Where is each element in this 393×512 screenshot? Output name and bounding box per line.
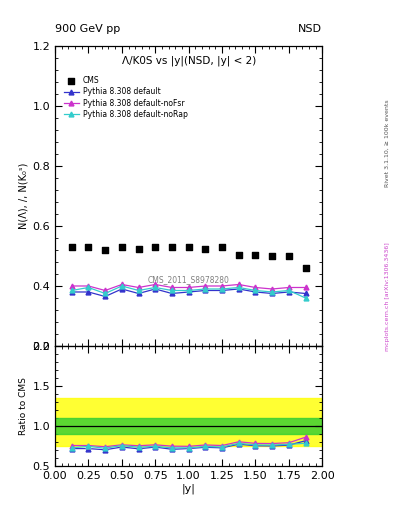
Pythia 8.308 default-noFsr <box>220 283 224 289</box>
Pythia 8.308 default <box>220 287 224 293</box>
Pythia 8.308 default-noRap <box>286 287 291 293</box>
Pythia 8.308 default <box>103 293 108 300</box>
Pythia 8.308 default-noRap <box>136 287 141 293</box>
Pythia 8.308 default-noRap <box>153 285 158 291</box>
Pythia 8.308 default-noRap <box>270 289 274 295</box>
Y-axis label: N(Λ), /, N(K₀ˢ): N(Λ), /, N(K₀ˢ) <box>18 163 28 229</box>
Pythia 8.308 default <box>153 286 158 292</box>
X-axis label: |y|: |y| <box>182 483 196 494</box>
CMS <box>85 243 92 251</box>
Text: NSD: NSD <box>298 24 322 34</box>
Pythia 8.308 default-noRap <box>303 295 308 301</box>
Pythia 8.308 default-noFsr <box>286 285 291 291</box>
CMS <box>286 252 292 260</box>
Bar <box>55 398 322 446</box>
Text: Rivet 3.1.10, ≥ 100k events: Rivet 3.1.10, ≥ 100k events <box>385 99 389 187</box>
Pythia 8.308 default <box>303 290 308 296</box>
CMS <box>102 246 108 254</box>
Pythia 8.308 default-noFsr <box>119 282 124 288</box>
Pythia 8.308 default-noRap <box>103 290 108 296</box>
Text: CMS_2011_S8978280: CMS_2011_S8978280 <box>148 275 230 285</box>
CMS <box>169 243 175 251</box>
Pythia 8.308 default-noFsr <box>153 282 158 288</box>
Pythia 8.308 default-noFsr <box>103 287 108 293</box>
CMS <box>252 250 259 259</box>
CMS <box>185 243 192 251</box>
Pythia 8.308 default-noFsr <box>69 283 74 289</box>
Pythia 8.308 default <box>69 289 74 295</box>
Pythia 8.308 default-noRap <box>86 285 91 291</box>
Pythia 8.308 default <box>253 289 258 295</box>
CMS <box>68 243 75 251</box>
Pythia 8.308 default <box>203 287 208 293</box>
Pythia 8.308 default-noRap <box>220 286 224 292</box>
Pythia 8.308 default-noRap <box>203 286 208 292</box>
Bar <box>55 418 322 434</box>
Pythia 8.308 default-noFsr <box>86 283 91 289</box>
Pythia 8.308 default-noFsr <box>253 285 258 291</box>
Text: 900 GeV pp: 900 GeV pp <box>55 24 120 34</box>
Pythia 8.308 default-noFsr <box>203 283 208 289</box>
Pythia 8.308 default <box>270 290 274 296</box>
CMS <box>236 250 242 259</box>
CMS <box>269 252 275 260</box>
Legend: CMS, Pythia 8.308 default, Pythia 8.308 default-noFsr, Pythia 8.308 default-noRa: CMS, Pythia 8.308 default, Pythia 8.308 … <box>62 74 190 121</box>
Text: mcplots.cern.ch [arXiv:1306.3436]: mcplots.cern.ch [arXiv:1306.3436] <box>385 243 389 351</box>
CMS <box>119 243 125 251</box>
Pythia 8.308 default-noFsr <box>303 285 308 291</box>
Line: Pythia 8.308 default: Pythia 8.308 default <box>69 287 308 299</box>
CMS <box>202 244 209 252</box>
Pythia 8.308 default-noFsr <box>136 285 141 291</box>
CMS <box>219 243 225 251</box>
Pythia 8.308 default-noFsr <box>237 282 241 288</box>
Pythia 8.308 default <box>186 289 191 295</box>
Pythia 8.308 default-noRap <box>237 285 241 291</box>
Pythia 8.308 default-noFsr <box>186 285 191 291</box>
Pythia 8.308 default-noRap <box>119 283 124 289</box>
CMS <box>303 264 309 272</box>
Pythia 8.308 default-noFsr <box>170 285 174 291</box>
Line: Pythia 8.308 default-noFsr: Pythia 8.308 default-noFsr <box>69 282 308 293</box>
Pythia 8.308 default-noRap <box>253 287 258 293</box>
Pythia 8.308 default <box>237 286 241 292</box>
Pythia 8.308 default-noRap <box>186 287 191 293</box>
Pythia 8.308 default <box>86 289 91 295</box>
Line: Pythia 8.308 default-noRap: Pythia 8.308 default-noRap <box>69 284 308 301</box>
Pythia 8.308 default <box>136 290 141 296</box>
Y-axis label: Ratio to CMS: Ratio to CMS <box>19 377 28 435</box>
CMS <box>152 243 158 251</box>
CMS <box>135 244 142 252</box>
Pythia 8.308 default-noFsr <box>270 286 274 292</box>
Pythia 8.308 default-noRap <box>170 287 174 293</box>
Pythia 8.308 default <box>119 286 124 292</box>
Pythia 8.308 default <box>286 289 291 295</box>
Text: Λ/K0S vs |y|(NSD, |y| < 2): Λ/K0S vs |y|(NSD, |y| < 2) <box>121 55 256 66</box>
Pythia 8.308 default <box>170 290 174 296</box>
Pythia 8.308 default-noRap <box>69 287 74 293</box>
